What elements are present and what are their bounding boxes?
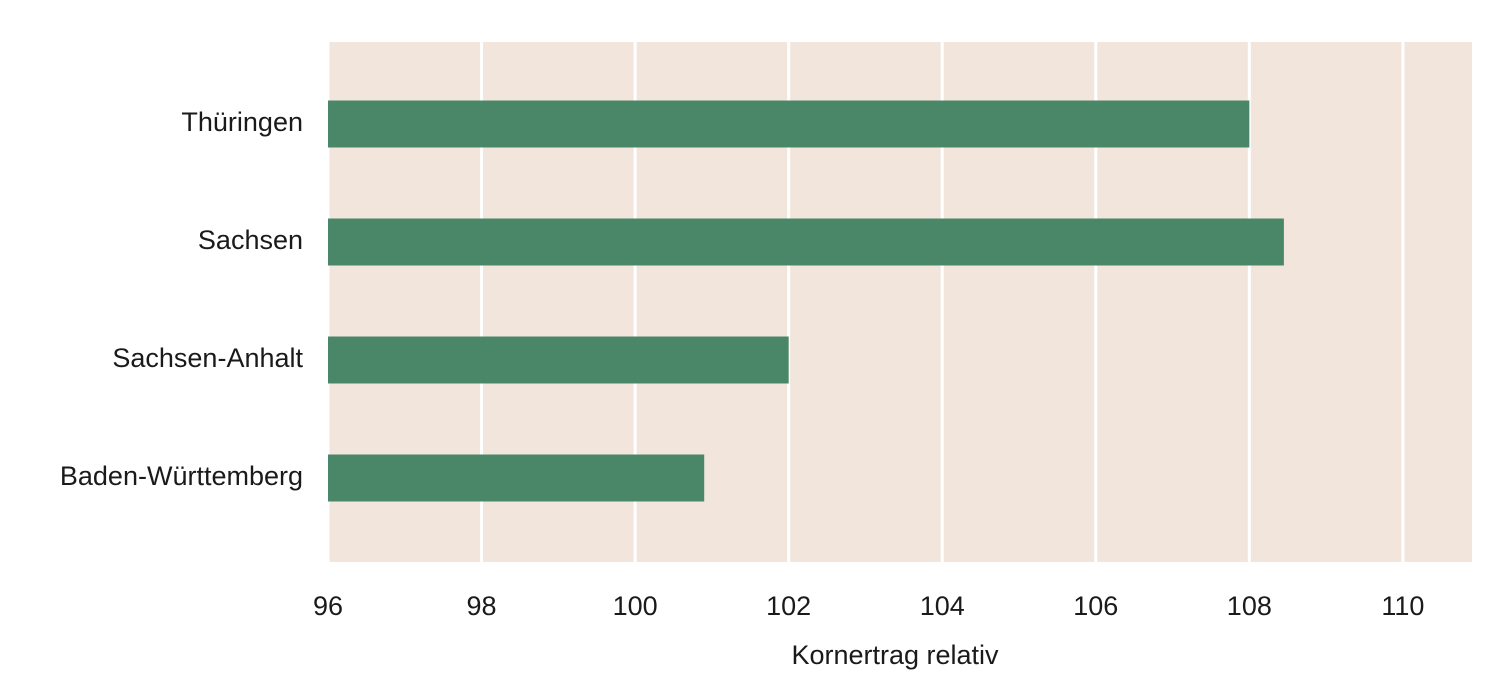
x-tick-label: 96 xyxy=(313,591,343,621)
bar xyxy=(328,218,1284,266)
y-tick-label: Thüringen xyxy=(181,107,303,137)
y-tick-label: Sachsen-Anhalt xyxy=(112,343,303,373)
bar xyxy=(328,336,789,384)
x-tick-label: 100 xyxy=(613,591,658,621)
x-tick-label: 108 xyxy=(1227,591,1272,621)
bar xyxy=(328,454,705,502)
x-tick-label: 98 xyxy=(467,591,497,621)
x-tick-label: 110 xyxy=(1381,591,1424,621)
x-tick-label: 104 xyxy=(920,591,965,621)
y-tick-label: Sachsen xyxy=(198,225,303,255)
x-tick-label: 102 xyxy=(766,591,811,621)
y-tick-label: Baden-Württemberg xyxy=(60,461,303,491)
x-tick-label: 106 xyxy=(1073,591,1118,621)
x-axis-label: Kornertrag relativ xyxy=(791,640,999,670)
bar xyxy=(328,100,1250,148)
